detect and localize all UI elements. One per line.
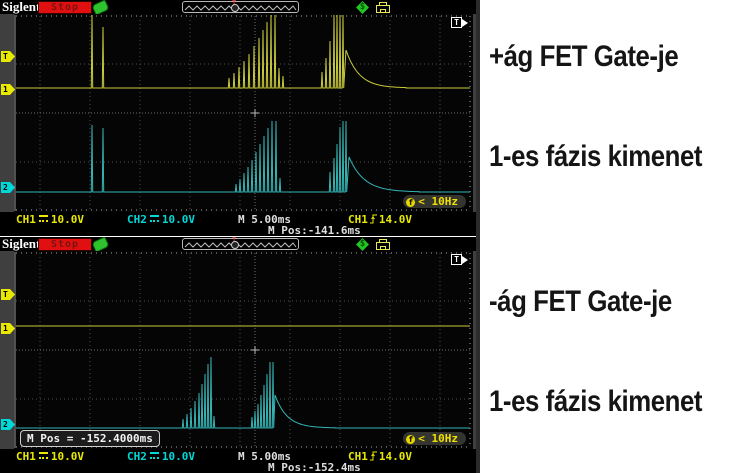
trigger-position-arrow-icon [462,256,468,264]
ch2-status: CH2 10.0V [127,450,195,463]
ch2-ground-marker[interactable]: 2 [1,419,15,430]
ch2-trace [16,120,470,193]
horizontal-preview-bar[interactable]: T [182,236,299,251]
timebase-status: M 5.00ms [238,450,291,463]
ch1-ground-marker[interactable]: 1 [1,323,15,334]
trigger-position-arrow-icon [462,19,468,27]
annotation-phase1-top: 1-es fázis kimenet [489,140,703,173]
siglent-logo: Siglent [2,0,41,14]
mpos-status: M Pos:-152.4ms [268,461,361,473]
graticule [14,14,473,212]
right-bezel [473,251,476,449]
preview-trigger-marker: T [230,236,240,251]
left-bezel [0,14,14,212]
siglent-logo: Siglent [2,236,41,251]
print-icon[interactable] [376,239,390,250]
trigger-status: CH1 14.0V [348,450,412,463]
left-bezel [0,251,14,449]
save-icon[interactable]: $ [356,238,369,251]
scope-header: Siglent Stop T $ [0,0,476,16]
preview-waveform-icon [184,242,297,248]
trigger-position-marker: T [451,254,462,265]
horizontal-preview-bar[interactable]: T [182,0,299,14]
frequency-value: < 10Hz [418,432,458,445]
mpos-overlay: M Pos = -152.4000ms [20,430,160,447]
scope-footer: CH1 10.0V CH2 10.0V M 5.00ms CH1 14.0V M Po… [0,212,476,237]
ch1-status: CH1 10.0V [16,450,84,463]
ch2-ground-marker[interactable]: 2 [1,182,15,193]
ch2-status: CH2 10.0V [127,213,195,226]
trigger-level-marker[interactable]: T [1,51,15,62]
scope-header: Siglent Stop T $ [0,236,476,253]
frequency-counter: f < 10Hz [403,432,466,445]
frequency-counter-icon: f [406,198,416,207]
rising-edge-icon [369,451,377,461]
frequency-counter: f < 10Hz [403,195,466,208]
timebase-status: M 5.00ms [238,213,291,226]
annotation-phase1-bot: 1-es fázis kimenet [489,385,703,418]
oscilloscope-capture-bottom: Siglent Stop T $ [0,236,476,473]
rising-edge-icon [369,214,377,224]
graticule [14,251,473,449]
frequency-value: < 10Hz [418,195,458,208]
preview-trigger-marker: T [230,0,240,14]
preview-waveform-icon [184,5,297,11]
trigger-level-marker[interactable]: T [1,289,15,300]
save-icon[interactable]: $ [356,1,369,14]
ch1-trace [16,14,470,89]
ch1-ground-marker[interactable]: 1 [1,84,15,95]
trigger-position-marker: T [451,17,462,28]
ch1-status: CH1 10.0V [16,213,84,226]
print-icon[interactable] [376,2,390,13]
right-bezel [473,14,476,212]
annotation-neg-gate: -ág FET Gate-je [489,285,672,318]
frequency-counter-icon: f [406,435,416,444]
scope-footer: CH1 10.0V CH2 10.0V M 5.00ms CH1 14.0V M Po… [0,449,476,473]
annotation-panel: +ág FET Gate-je 1-es fázis kimenet -ág F… [476,0,739,473]
trigger-status: CH1 14.0V [348,213,412,226]
mpos-status: M Pos:-141.6ms [268,224,361,237]
ch2-trace [16,356,470,429]
dc-coupling-icon [38,215,48,222]
annotation-pos-gate: +ág FET Gate-je [489,40,679,73]
stop-button[interactable]: Stop [38,238,92,251]
dc-coupling-icon [38,452,48,459]
oscilloscope-capture-top: Siglent Stop T $ [0,0,476,237]
dc-coupling-icon [149,215,159,222]
dc-coupling-icon [149,452,159,459]
